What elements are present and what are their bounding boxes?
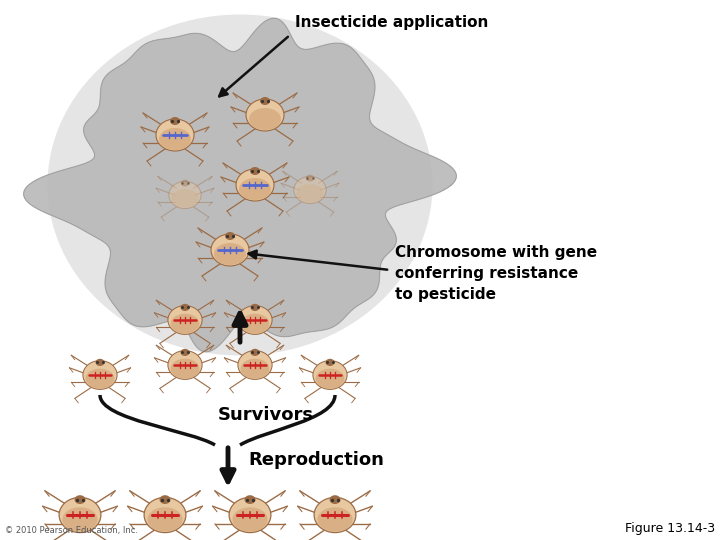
Ellipse shape	[148, 507, 183, 531]
Ellipse shape	[168, 306, 202, 334]
Ellipse shape	[294, 177, 326, 204]
Ellipse shape	[238, 350, 272, 380]
Ellipse shape	[160, 495, 171, 504]
Text: Reproduction: Reproduction	[248, 451, 384, 469]
Ellipse shape	[313, 361, 347, 389]
Ellipse shape	[251, 349, 259, 356]
Ellipse shape	[236, 169, 274, 201]
Ellipse shape	[86, 369, 114, 388]
Ellipse shape	[144, 497, 186, 532]
Ellipse shape	[211, 234, 249, 266]
Ellipse shape	[169, 181, 201, 208]
Ellipse shape	[48, 15, 433, 355]
Ellipse shape	[245, 495, 256, 504]
Ellipse shape	[159, 128, 191, 150]
Text: Chromosome with gene
conferring resistance
to pesticide: Chromosome with gene conferring resistan…	[395, 245, 597, 302]
Ellipse shape	[250, 167, 260, 175]
Ellipse shape	[63, 507, 98, 531]
Ellipse shape	[168, 350, 202, 380]
Ellipse shape	[83, 361, 117, 389]
Ellipse shape	[156, 119, 194, 151]
Ellipse shape	[181, 180, 189, 186]
Ellipse shape	[181, 304, 189, 311]
Ellipse shape	[170, 117, 180, 125]
Ellipse shape	[74, 495, 86, 504]
Ellipse shape	[314, 497, 356, 532]
Ellipse shape	[318, 507, 353, 531]
Ellipse shape	[315, 369, 344, 388]
Ellipse shape	[233, 507, 268, 531]
Ellipse shape	[260, 97, 270, 105]
Ellipse shape	[225, 232, 235, 240]
Ellipse shape	[251, 304, 259, 311]
Ellipse shape	[239, 178, 271, 200]
Ellipse shape	[229, 497, 271, 532]
Ellipse shape	[171, 314, 199, 334]
Ellipse shape	[59, 497, 101, 532]
Ellipse shape	[240, 314, 269, 334]
Ellipse shape	[238, 306, 272, 334]
Ellipse shape	[240, 359, 269, 379]
Text: © 2010 Pearson Education, Inc.: © 2010 Pearson Education, Inc.	[5, 526, 138, 535]
Ellipse shape	[96, 359, 104, 366]
Ellipse shape	[330, 495, 341, 504]
Ellipse shape	[325, 359, 335, 366]
Ellipse shape	[214, 243, 246, 265]
Ellipse shape	[181, 349, 189, 356]
Text: Figure 13.14-3: Figure 13.14-3	[625, 522, 715, 535]
Ellipse shape	[171, 359, 199, 379]
Ellipse shape	[246, 99, 284, 131]
Text: Insecticide application: Insecticide application	[295, 15, 488, 30]
Ellipse shape	[249, 108, 281, 130]
Polygon shape	[24, 18, 456, 352]
Ellipse shape	[297, 184, 323, 202]
Ellipse shape	[171, 189, 199, 208]
Text: Survivors: Survivors	[218, 406, 314, 424]
Ellipse shape	[306, 175, 314, 181]
